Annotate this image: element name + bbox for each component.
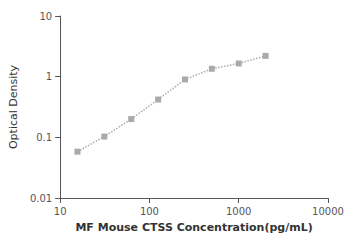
svg-text:0.1: 0.1 [36, 132, 52, 143]
svg-text:0.01: 0.01 [30, 193, 52, 204]
svg-text:Optical Density: Optical Density [7, 64, 20, 149]
svg-text:10: 10 [39, 11, 52, 22]
svg-text:1000: 1000 [226, 206, 251, 217]
svg-text:1: 1 [46, 71, 52, 82]
svg-text:10000: 10000 [312, 206, 344, 217]
svg-text:100: 100 [140, 206, 159, 217]
svg-text:10: 10 [54, 206, 67, 217]
svg-text:MF Mouse CTSS Concentration(pg: MF Mouse CTSS Concentration(pg/mL) [75, 221, 312, 234]
